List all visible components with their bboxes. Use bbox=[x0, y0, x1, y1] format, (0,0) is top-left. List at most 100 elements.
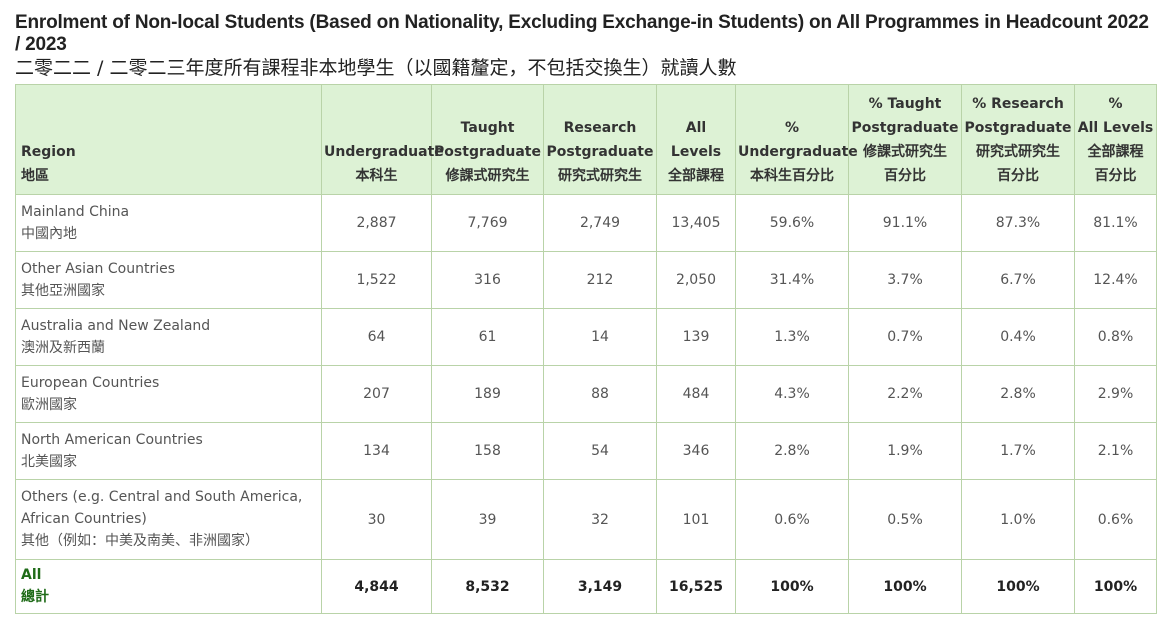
region-name-zh: 歐洲國家 bbox=[21, 397, 77, 413]
cell-research-postgraduate: 54 bbox=[543, 422, 657, 480]
region-cell: Other Asian Countries 其他亞洲國家 bbox=[15, 251, 322, 309]
cell-taught-postgraduate: 7,769 bbox=[431, 194, 544, 252]
cell-pct-undergraduate: 31.4% bbox=[735, 251, 849, 309]
cell-pct-all-levels: 81.1% bbox=[1074, 194, 1157, 252]
region-name-zh: 中國內地 bbox=[21, 226, 77, 242]
total-label-zh: 總計 bbox=[21, 589, 49, 605]
cell-taught-postgraduate: 39 bbox=[431, 479, 544, 560]
region-name-zh: 北美國家 bbox=[21, 454, 77, 470]
cell-research-postgraduate: 212 bbox=[543, 251, 657, 309]
enrolment-table: Region 地區 Undergraduate 本科生 Taught Postg… bbox=[15, 84, 1157, 614]
col-header-research-postgraduate: Research Postgraduate 研究式研究生 bbox=[543, 84, 657, 195]
col-header-en: Postgraduate bbox=[964, 120, 1072, 136]
cell-pct-undergraduate: 2.8% bbox=[735, 422, 849, 480]
cell-undergraduate: 30 bbox=[321, 479, 432, 560]
col-header-region: Region 地區 bbox=[15, 84, 322, 195]
cell-taught-postgraduate: 61 bbox=[431, 308, 544, 366]
cell-undergraduate-total: 4,844 bbox=[321, 559, 432, 614]
title-block: Enrolment of Non-local Students (Based o… bbox=[15, 12, 1155, 80]
cell-all-levels: 346 bbox=[656, 422, 736, 480]
region-name-en: North American Countries bbox=[21, 432, 203, 448]
cell-pct-research-postgraduate: 0.4% bbox=[961, 308, 1075, 366]
col-header-en: Undergraduate bbox=[738, 144, 858, 160]
cell-pct-research-postgraduate: 6.7% bbox=[961, 251, 1075, 309]
cell-pct-taught-postgraduate: 2.2% bbox=[848, 365, 962, 423]
cell-all-levels: 484 bbox=[656, 365, 736, 423]
cell-pct-research-postgraduate: 87.3% bbox=[961, 194, 1075, 252]
cell-undergraduate: 2,887 bbox=[321, 194, 432, 252]
cell-pct-undergraduate: 4.3% bbox=[735, 365, 849, 423]
col-header-pct-undergraduate: % Undergraduate 本科生百分比 bbox=[735, 84, 858, 195]
col-header-zh: 本科生 bbox=[355, 168, 398, 184]
cell-pct-all-levels: 2.1% bbox=[1074, 422, 1157, 480]
col-header-en: Postgraduate bbox=[546, 144, 654, 160]
cell-research-postgraduate: 2,749 bbox=[543, 194, 657, 252]
cell-pct-taught-postgraduate: 91.1% bbox=[848, 194, 962, 252]
region-name-en: African Countries) bbox=[21, 511, 147, 527]
col-header-en: % bbox=[1108, 96, 1123, 112]
cell-pct-all-levels: 2.9% bbox=[1074, 365, 1157, 423]
region-cell: Australia and New Zealand 澳洲及新西蘭 bbox=[15, 308, 322, 366]
col-header-zh: 全部課程 bbox=[668, 168, 724, 184]
cell-pct-taught-postgraduate: 3.7% bbox=[848, 251, 962, 309]
col-header-en: Region bbox=[21, 144, 76, 160]
cell-pct-taught-postgraduate: 0.5% bbox=[848, 479, 962, 560]
region-cell: European Countries 歐洲國家 bbox=[15, 365, 322, 423]
col-header-pct-research-postgraduate: % Research Postgraduate 研究式研究生 百分比 bbox=[961, 84, 1075, 195]
table-row-australia-new-zealand: Australia and New Zealand 澳洲及新西蘭 64 61 1… bbox=[15, 308, 1157, 366]
cell-undergraduate: 134 bbox=[321, 422, 432, 480]
cell-taught-postgraduate: 158 bbox=[431, 422, 544, 480]
col-header-zh: 百分比 bbox=[884, 168, 926, 184]
page-title-en: Enrolment of Non-local Students (Based o… bbox=[15, 12, 1149, 55]
table-row-total: All 總計 4,844 8,532 3,149 16,525 100% 100… bbox=[15, 559, 1157, 614]
cell-undergraduate: 1,522 bbox=[321, 251, 432, 309]
col-header-en: % Taught bbox=[868, 96, 942, 112]
cell-pct-undergraduate: 0.6% bbox=[735, 479, 849, 560]
region-name-en: European Countries bbox=[21, 375, 160, 391]
region-cell: Others (e.g. Central and South America, … bbox=[15, 479, 322, 560]
cell-pct-research-postgraduate: 2.8% bbox=[961, 365, 1075, 423]
cell-taught-postgraduate-total: 8,532 bbox=[431, 559, 544, 614]
col-header-en: Postgraduate bbox=[434, 144, 541, 160]
cell-research-postgraduate: 32 bbox=[543, 479, 657, 560]
cell-taught-postgraduate: 189 bbox=[431, 365, 544, 423]
region-name-en: Mainland China bbox=[21, 204, 130, 220]
col-header-zh: 修課式研究生 bbox=[445, 168, 530, 184]
col-header-zh: 研究式研究生 bbox=[558, 168, 642, 184]
col-header-zh: 地區 bbox=[21, 168, 49, 184]
page-title-zh: 二零二二 / 二零二三年度所有課程非本地學生（以國籍釐定，不包括交換生）就讀人數 bbox=[15, 57, 737, 79]
col-header-taught-postgraduate: Taught Postgraduate 修課式研究生 bbox=[431, 84, 544, 195]
cell-undergraduate: 64 bbox=[321, 308, 432, 366]
col-header-all-levels: All Levels 全部課程 bbox=[656, 84, 736, 195]
table-row-north-american-countries: North American Countries 北美國家 134 158 54… bbox=[15, 422, 1157, 480]
cell-all-levels-total: 16,525 bbox=[656, 559, 736, 614]
region-name-en: Others (e.g. Central and South America, bbox=[21, 489, 303, 505]
region-name-zh: 澳洲及新西蘭 bbox=[21, 340, 105, 356]
cell-pct-research-postgraduate: 1.0% bbox=[961, 479, 1075, 560]
col-header-en: % Research bbox=[972, 96, 1064, 112]
col-header-en: All Levels bbox=[670, 120, 722, 160]
cell-all-levels: 139 bbox=[656, 308, 736, 366]
cell-research-postgraduate: 88 bbox=[543, 365, 657, 423]
col-header-en: % bbox=[784, 120, 800, 136]
col-header-en: Postgraduate bbox=[851, 120, 959, 136]
region-name-zh: 其他亞洲國家 bbox=[21, 283, 105, 299]
table-row-european-countries: European Countries 歐洲國家 207 189 88 484 4… bbox=[15, 365, 1157, 423]
col-header-zh: 本科生百分比 bbox=[750, 168, 834, 184]
col-header-en: Taught bbox=[460, 120, 515, 136]
col-header-zh: 研究式研究生 bbox=[976, 144, 1060, 160]
cell-pct-research-postgraduate-total: 100% bbox=[961, 559, 1075, 614]
cell-pct-undergraduate: 59.6% bbox=[735, 194, 849, 252]
cell-taught-postgraduate: 316 bbox=[431, 251, 544, 309]
col-header-en: Undergraduate bbox=[324, 144, 444, 160]
cell-pct-undergraduate: 1.3% bbox=[735, 308, 849, 366]
cell-pct-all-levels: 0.6% bbox=[1074, 479, 1157, 560]
col-header-zh: 百分比 bbox=[1094, 168, 1137, 184]
cell-pct-taught-postgraduate-total: 100% bbox=[848, 559, 962, 614]
cell-pct-research-postgraduate: 1.7% bbox=[961, 422, 1075, 480]
cell-pct-taught-postgraduate: 0.7% bbox=[848, 308, 962, 366]
cell-pct-taught-postgraduate: 1.9% bbox=[848, 422, 962, 480]
col-header-zh: 百分比 bbox=[997, 168, 1039, 184]
col-header-zh: 修課式研究生 bbox=[863, 144, 947, 160]
cell-pct-undergraduate-total: 100% bbox=[735, 559, 849, 614]
